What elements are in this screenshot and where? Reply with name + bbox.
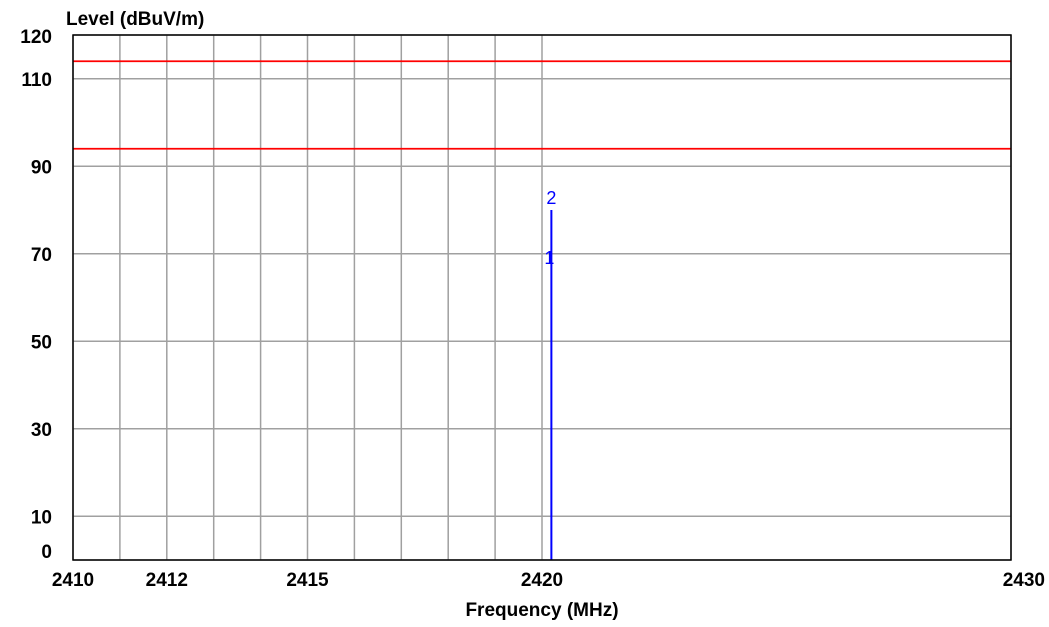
y-tick-label: 50 xyxy=(31,332,52,353)
y-tick-label: 10 xyxy=(31,507,52,528)
y-tick-label: 120 xyxy=(20,27,52,48)
y-tick-labels: 0 10 30 50 70 90 110 120 xyxy=(20,27,52,563)
y-tick-label: 110 xyxy=(21,70,52,91)
y-tick-label: 70 xyxy=(31,245,52,266)
x-tick-label: 2412 xyxy=(146,570,188,591)
x-tick-label: 2415 xyxy=(286,570,329,591)
y-tick-label: 0 xyxy=(41,542,52,563)
marker-label: 1 xyxy=(544,248,554,268)
marker-group: 12 xyxy=(544,188,556,268)
y-tick-label: 30 xyxy=(31,420,52,441)
y-tick-label: 90 xyxy=(31,157,52,178)
limit-lines xyxy=(73,60,1011,150)
plot-frame xyxy=(72,34,1012,561)
x-axis-label: Frequency (MHz) xyxy=(465,600,618,621)
x-tick-labels: 2410 2412 2415 2420 2430 xyxy=(52,570,1045,591)
marker-label: 2 xyxy=(546,188,556,208)
y-axis-label: Level (dBuV/m) xyxy=(66,9,204,30)
x-tick-label: 2410 xyxy=(52,570,94,591)
x-tick-label: 2420 xyxy=(521,570,563,591)
x-tick-label: 2430 xyxy=(1003,570,1045,591)
